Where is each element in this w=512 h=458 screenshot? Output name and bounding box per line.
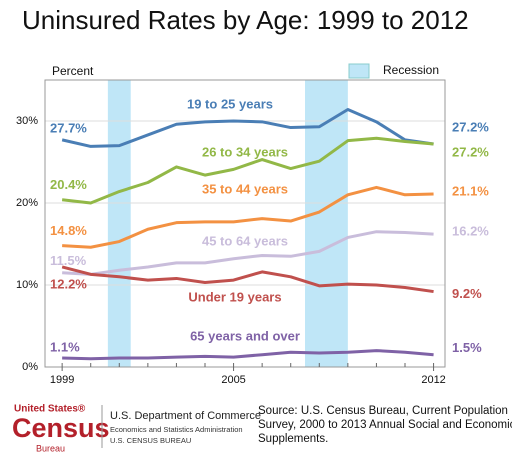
series-line: [62, 185, 434, 249]
y-tick-label: 0%: [22, 361, 38, 373]
value-label: 9.2%: [452, 286, 482, 301]
series-name: 26 to 34 years: [202, 144, 288, 159]
logo-text: Bureau: [36, 443, 65, 453]
logo-text: Census: [12, 413, 110, 443]
series-line: [62, 349, 434, 361]
value-label: 27.2%: [452, 144, 489, 159]
x-tick-label: 2012: [421, 374, 445, 386]
x-tick-label: 1999: [50, 374, 74, 386]
value-label: 1.1%: [50, 339, 80, 354]
value-label: 12.2%: [50, 276, 87, 291]
chart-title: Uninsured Rates by Age: 1999 to 2012: [22, 5, 469, 35]
series-line: [61, 108, 434, 148]
y-tick-label: 30%: [16, 115, 38, 127]
value-label: 20.4%: [50, 177, 87, 192]
source-text: Supplements.: [258, 433, 328, 445]
series-name: 45 to 64 years: [202, 233, 288, 248]
value-label: 21.1%: [452, 183, 489, 198]
legend-label: Recession: [383, 63, 439, 77]
legend-swatch: [348, 63, 370, 79]
y-tick-label: 20%: [16, 197, 38, 209]
source-text: Survey, 2000 to 2013 Annual Social and E…: [258, 419, 512, 431]
y-axis-label: Percent: [52, 64, 94, 78]
agency-text: Economics and Statistics Administration: [110, 425, 243, 434]
value-label: 1.5%: [452, 340, 482, 355]
source-text: Source: U.S. Census Bureau, Current Popu…: [258, 405, 508, 417]
value-label: 27.7%: [50, 120, 87, 135]
series-name: 19 to 25 years: [187, 96, 273, 111]
series-name: Under 19 years: [188, 289, 281, 304]
recession-band: [107, 80, 131, 367]
value-label: 27.2%: [452, 119, 489, 134]
series-line: [62, 230, 434, 276]
series-name: 35 to 44 years: [202, 181, 288, 196]
agency-text: U.S. CENSUS BUREAU: [110, 436, 191, 445]
plot-frame: [44, 79, 446, 368]
y-tick-label: 10%: [16, 279, 38, 291]
value-label: 14.8%: [50, 223, 87, 238]
series-name: 65 years and over: [190, 328, 300, 343]
value-label: 11.5%: [50, 253, 87, 268]
logo-text: United States®: [14, 404, 86, 415]
value-label: 16.2%: [452, 224, 489, 239]
x-tick-label: 2005: [221, 374, 245, 386]
series-line: [61, 136, 434, 205]
agency-text: U.S. Department of Commerce: [110, 410, 261, 422]
series-line: [61, 265, 434, 294]
